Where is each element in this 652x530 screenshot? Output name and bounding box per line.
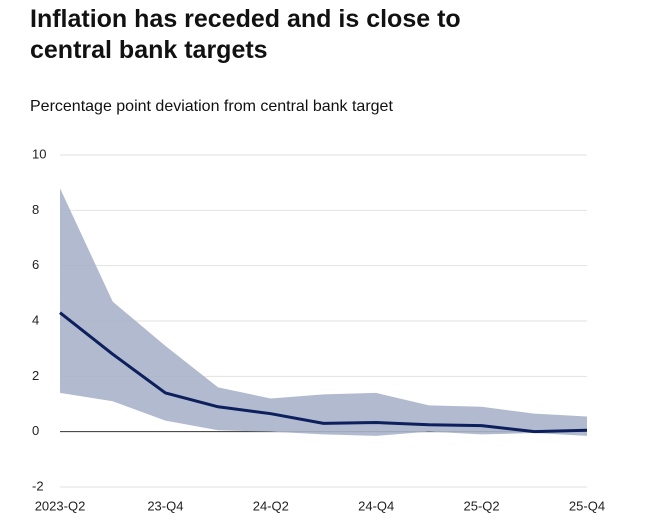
y-tick-label: 2 — [32, 368, 39, 383]
x-tick-label: 24-Q4 — [358, 498, 394, 513]
chart-title: Inflation has receded and is close to ce… — [30, 5, 461, 64]
x-tick-label: 23-Q4 — [147, 498, 183, 513]
x-tick-label: 24-Q2 — [253, 498, 289, 513]
y-tick-label: 4 — [32, 312, 39, 327]
x-tick-label: 25-Q4 — [569, 498, 605, 513]
data-line — [59, 311, 588, 434]
y-tick-label: 8 — [32, 202, 39, 217]
range-band — [60, 188, 587, 436]
x-tick-label: 2023-Q2 — [35, 498, 86, 513]
x-tick-label: 25-Q2 — [464, 498, 500, 513]
y-tick-label: 6 — [32, 257, 39, 272]
y-tick-label: -2 — [32, 478, 44, 493]
y-tick-label: 0 — [32, 423, 39, 438]
y-tick-label: 10 — [32, 146, 46, 161]
chart-subtitle: Percentage point deviation from central … — [30, 98, 393, 115]
